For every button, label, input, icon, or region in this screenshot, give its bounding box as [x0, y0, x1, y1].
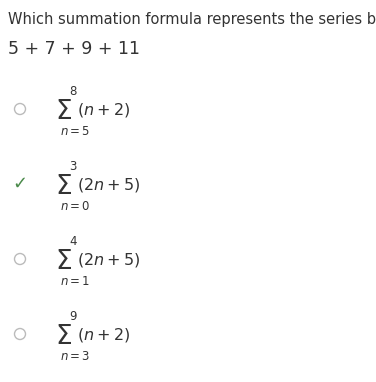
Text: $\Sigma$: $\Sigma$: [55, 249, 72, 275]
Text: $\Sigma$: $\Sigma$: [55, 324, 72, 350]
Text: 4: 4: [69, 235, 76, 248]
Text: ✓: ✓: [12, 175, 27, 193]
Text: 8: 8: [69, 85, 76, 98]
Text: $\Sigma$: $\Sigma$: [55, 99, 72, 125]
Text: $(n+2)$: $(n+2)$: [77, 101, 130, 119]
Text: $n=5$: $n=5$: [60, 125, 90, 138]
Text: $(2n+5)$: $(2n+5)$: [77, 176, 140, 194]
Text: Which summation formula represents the series below?: Which summation formula represents the s…: [8, 12, 376, 27]
Text: $n=1$: $n=1$: [60, 275, 90, 288]
Text: 5 + 7 + 9 + 11: 5 + 7 + 9 + 11: [8, 40, 140, 58]
Text: 3: 3: [69, 160, 76, 173]
Text: 9: 9: [69, 310, 76, 323]
Text: $(2n+5)$: $(2n+5)$: [77, 251, 140, 269]
Text: $(n+2)$: $(n+2)$: [77, 326, 130, 344]
Text: $\Sigma$: $\Sigma$: [55, 174, 72, 200]
Text: $n=3$: $n=3$: [60, 350, 90, 363]
Text: $n=0$: $n=0$: [60, 200, 91, 213]
